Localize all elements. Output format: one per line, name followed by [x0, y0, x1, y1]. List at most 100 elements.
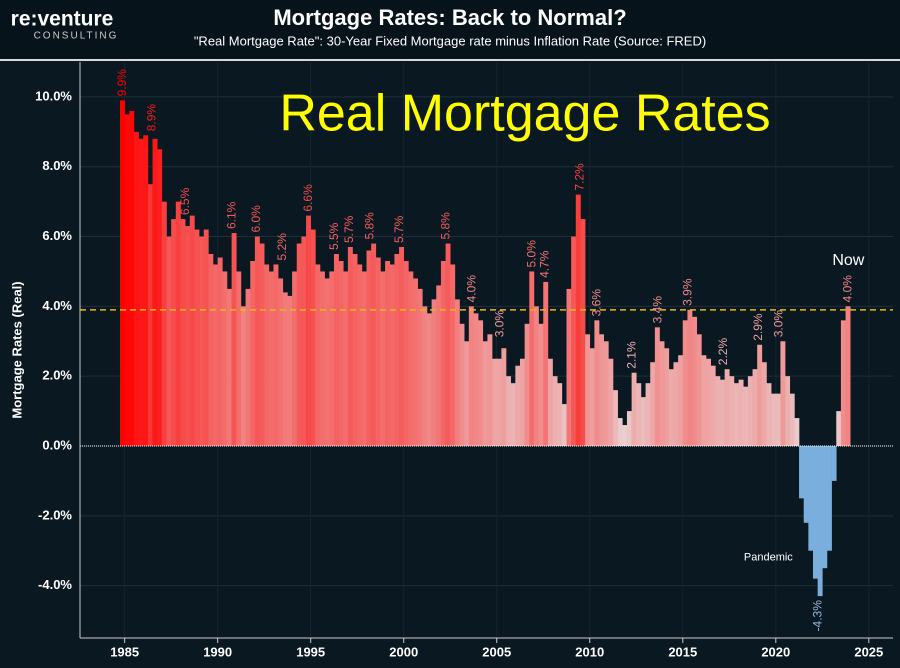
bar [580, 219, 586, 446]
bar [650, 362, 656, 446]
bar [180, 219, 186, 446]
data-label: 9.9% [115, 69, 129, 97]
bar [203, 229, 209, 446]
bar [222, 271, 228, 446]
y-tick-label: 10.0% [35, 88, 72, 103]
bar [408, 271, 414, 446]
data-label: 3.0% [772, 310, 786, 338]
data-label: 3.0% [493, 310, 507, 338]
bar [240, 306, 246, 446]
bar [552, 376, 558, 446]
bar [175, 201, 181, 446]
bar [171, 219, 177, 446]
bar [454, 299, 460, 446]
bar [645, 383, 651, 446]
data-label: 3.9% [681, 278, 695, 306]
bar [250, 260, 256, 446]
bar [594, 320, 600, 446]
bar [719, 379, 725, 446]
bar [473, 313, 479, 446]
bar [124, 114, 130, 446]
bar [161, 201, 167, 446]
y-tick-label: -4.0% [38, 577, 72, 592]
bar [659, 341, 665, 446]
data-label: 8.9% [145, 104, 159, 132]
bar [608, 358, 614, 446]
bar [301, 236, 307, 446]
bar [464, 341, 470, 446]
bar [501, 348, 507, 446]
chart-title: Mortgage Rates: Back to Normal? [273, 5, 626, 30]
bar [561, 404, 567, 446]
bar [515, 365, 521, 446]
bar [706, 358, 711, 446]
bar [789, 393, 795, 446]
bar [813, 446, 818, 579]
data-label: 5.7% [392, 215, 406, 243]
bar [259, 243, 265, 446]
x-tick-label: 2025 [854, 644, 883, 659]
bar [324, 278, 330, 446]
bar [487, 334, 493, 446]
data-label: 5.2% [275, 233, 289, 261]
bar [831, 446, 837, 481]
bar [231, 233, 237, 446]
bar [543, 281, 549, 446]
bar [636, 383, 642, 446]
note: Now [832, 252, 864, 269]
bar [152, 138, 158, 447]
bar [138, 138, 144, 447]
bar [622, 425, 628, 446]
bar [840, 320, 846, 446]
bar [143, 135, 149, 447]
bar [440, 260, 446, 446]
bar [747, 376, 753, 446]
bar [752, 369, 758, 446]
bar [194, 229, 200, 446]
bar [613, 390, 618, 446]
bar [785, 376, 791, 446]
plot-area: -4.0% -2.0% 0.0% 2.0% 4.0% 6.0% 8.0% 10.0% 1985 1… [35, 62, 893, 659]
x-tick-label: 1995 [296, 644, 325, 659]
bar [701, 355, 707, 446]
bar [166, 236, 172, 446]
bar [422, 306, 428, 446]
x-tick-label: 2015 [668, 644, 697, 659]
bar [394, 254, 400, 446]
bar [668, 369, 674, 446]
bar [431, 299, 437, 446]
note: Pandemic [744, 552, 793, 564]
bar [603, 341, 609, 446]
data-label: 4.0% [465, 275, 479, 303]
bar [366, 250, 372, 446]
bar [696, 334, 702, 446]
bar [371, 243, 377, 446]
bar [626, 411, 632, 446]
bar [208, 254, 214, 446]
header [0, 0, 900, 59]
bar [557, 383, 563, 446]
data-label: 5.5% [327, 222, 341, 250]
bar [766, 383, 772, 446]
x-tick-label: 2000 [389, 644, 418, 659]
bar [524, 323, 530, 446]
bar [306, 215, 311, 446]
bar [361, 271, 367, 446]
bar [492, 358, 498, 446]
bar [794, 418, 800, 446]
brand-tagline: CONSULTING [34, 31, 119, 42]
bar [380, 271, 386, 446]
bar [482, 341, 488, 446]
bar [417, 288, 423, 446]
bar [533, 306, 539, 446]
bar [640, 397, 646, 446]
bar [338, 260, 344, 446]
bar [436, 285, 442, 446]
bar [654, 327, 660, 446]
x-tick-label: 2010 [575, 644, 604, 659]
bar [333, 254, 339, 446]
y-tick-label: 8.0% [42, 158, 72, 173]
bar [413, 278, 418, 446]
bar [589, 348, 595, 446]
bar [729, 376, 735, 446]
